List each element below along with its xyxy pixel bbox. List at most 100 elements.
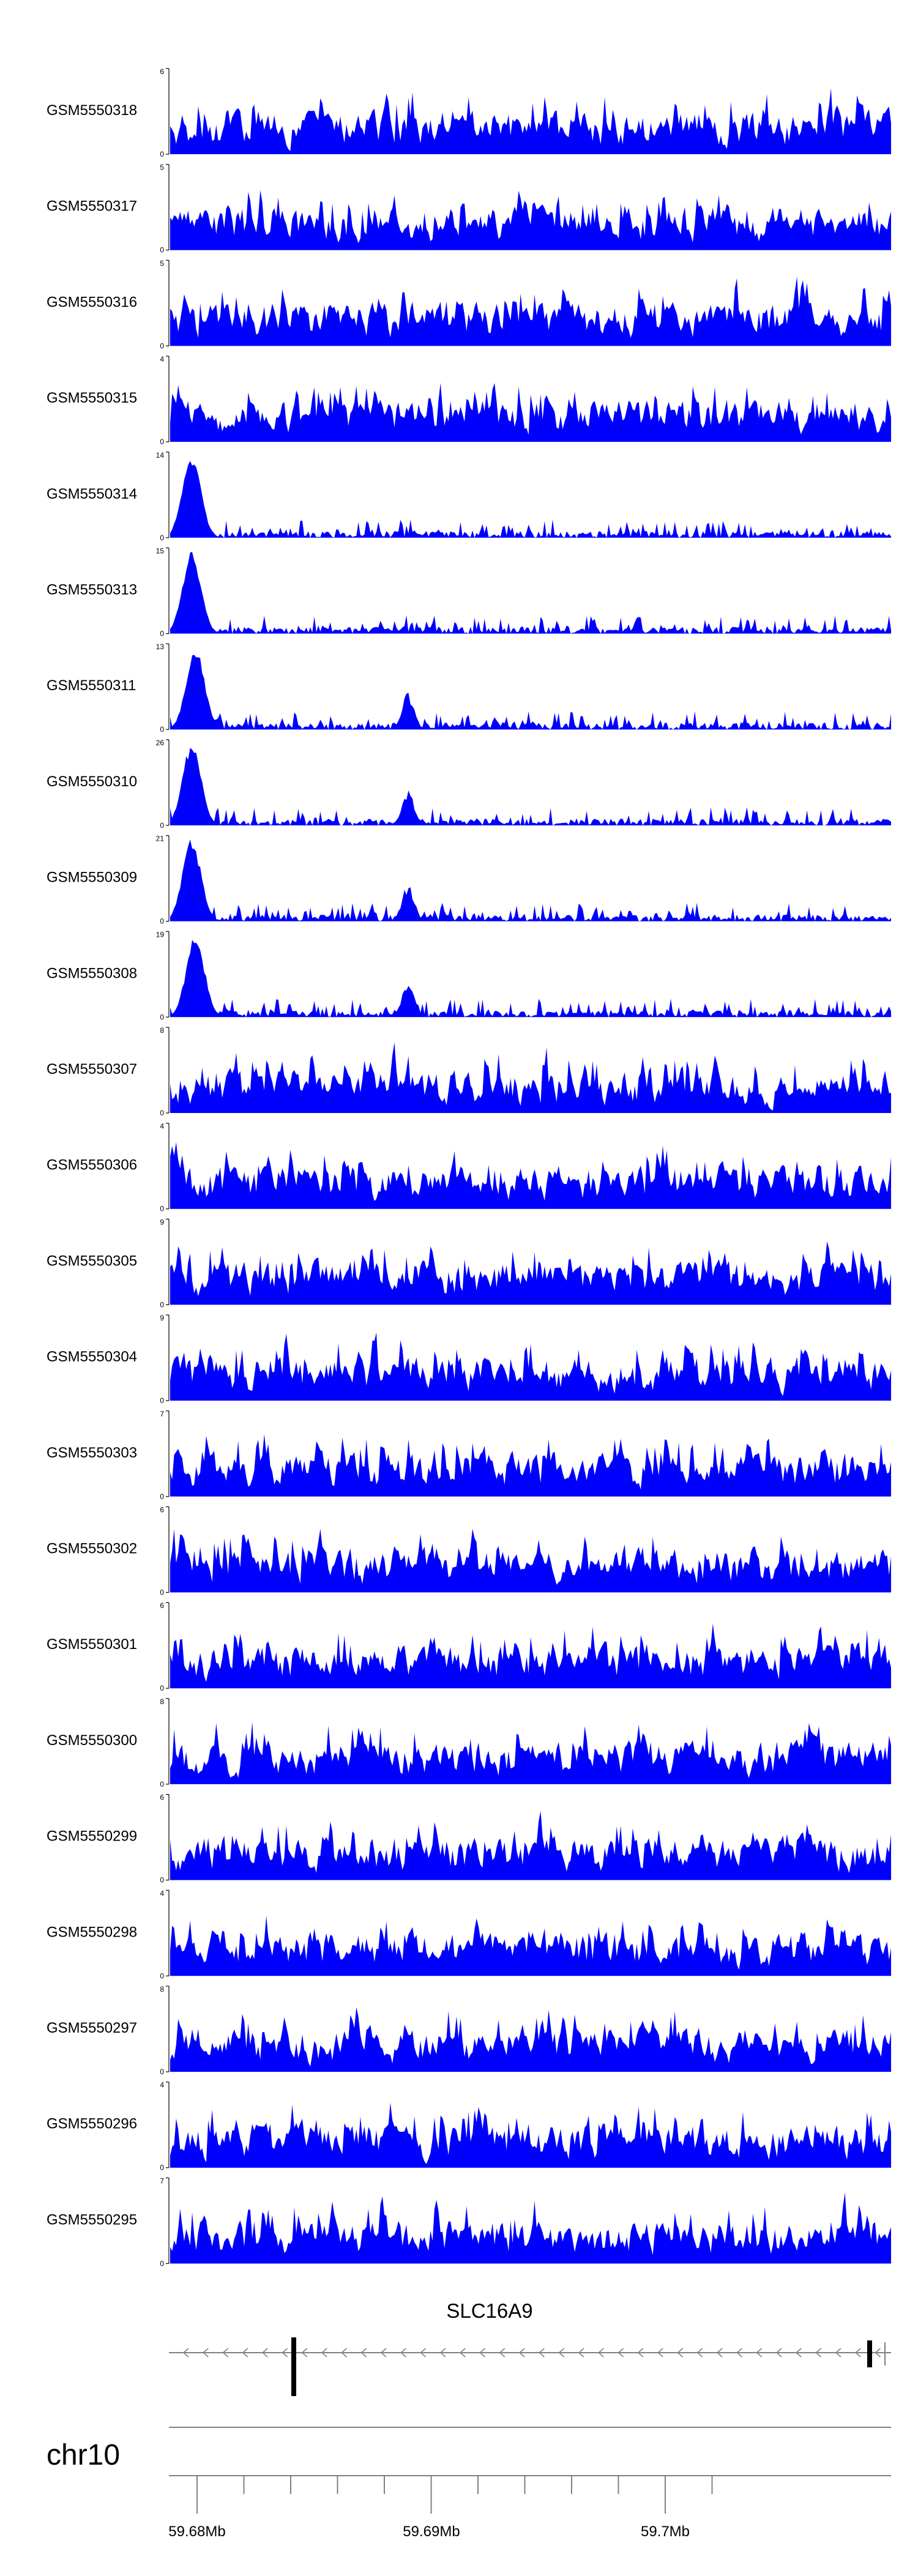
track-GSM5550303: GSM5550303 7 0 [47,1410,891,1501]
track-label: GSM5550301 [47,1636,137,1653]
strand-arrow [736,2348,742,2358]
coverage-area [170,88,891,154]
strand-arrow [400,2348,406,2358]
track-label: GSM5550306 [47,1157,137,1174]
coverage-area [170,748,891,825]
strand-arrow [618,2348,624,2358]
track-GSM5550311: GSM5550311 13 0 [47,642,891,734]
y-tick-max: 4 [160,1122,164,1131]
track-GSM5550316: GSM5550316 5 0 [47,259,891,350]
y-tick-max: 6 [160,67,164,76]
y-tick-max: 14 [156,451,165,460]
track-label: GSM5550303 [47,1445,137,1461]
coverage-area [170,2102,891,2168]
strand-arrow [775,2348,782,2358]
coverage-area [170,1722,891,1784]
y-tick-min: 0 [160,1300,164,1309]
y-tick-max: 26 [156,739,165,747]
strand-arrow [756,2348,763,2358]
track-label: GSM5550304 [47,1349,137,1365]
track-GSM5550309: GSM5550309 21 0 [47,835,891,926]
strand-arrow [439,2348,446,2358]
strand-arrow [637,2348,644,2358]
track-GSM5550308: GSM5550308 19 0 [47,930,891,1021]
strand-arrow [677,2348,684,2358]
strand-arrow [420,2348,427,2358]
strand-arrow [380,2348,387,2358]
x-tick-label-3: 59.7Mb [641,2523,690,2540]
y-tick-max: 8 [160,1985,164,1993]
track-label: GSM5550316 [47,294,137,310]
x-tick-label-2: 59.69Mb [403,2523,460,2540]
track-label: GSM5550307 [47,1061,137,1078]
track-label: GSM5550309 [47,869,137,886]
track-GSM5550318: GSM5550318 6 0 [47,67,891,158]
y-tick-max: 7 [160,2176,164,2185]
track-GSM5550297: GSM5550297 8 0 [47,1985,891,2076]
track-label: GSM5550308 [47,965,137,981]
y-tick-min: 0 [160,630,164,638]
y-tick-min: 0 [160,150,164,158]
y-tick-min: 0 [160,2068,164,2076]
strand-arrow [835,2348,842,2358]
track-GSM5550313: GSM5550313 15 0 [47,547,891,638]
track-GSM5550300: GSM5550300 8 0 [47,1697,891,1789]
strand-arrow [341,2348,347,2358]
track-GSM5550306: GSM5550306 4 0 [47,1122,891,1213]
coverage-area [170,2007,891,2072]
y-tick-max: 4 [160,1889,164,1897]
strand-arrow [301,2348,308,2358]
y-tick-min: 0 [160,2259,164,2268]
y-tick-min: 0 [160,1780,164,1789]
track-label: GSM5550315 [47,390,137,406]
y-tick-min: 0 [160,1013,164,1021]
coverage-area [170,277,891,346]
chromosome-axis: chr10 59.68Mb 59.69Mb 59.7Mb [47,2427,891,2540]
y-tick-min: 0 [160,1205,164,1213]
coverage-area [170,552,891,634]
y-tick-min: 0 [160,246,164,255]
strand-arrow [815,2348,822,2358]
y-tick-min: 0 [160,725,164,734]
y-tick-min: 0 [160,534,164,542]
track-GSM5550310: GSM5550310 26 0 [47,739,891,830]
track-GSM5550302: GSM5550302 6 0 [47,1506,891,1597]
track-label: GSM5550300 [47,1732,137,1749]
y-tick-min: 0 [160,1684,164,1692]
strand-arrow [578,2348,584,2358]
y-tick-max: 5 [160,163,164,172]
gene-track: SLC16A9 [169,2299,891,2396]
coverage-area [170,1241,891,1305]
y-tick-max: 6 [160,1601,164,1610]
strand-arrow [558,2348,565,2358]
y-tick-min: 0 [160,1492,164,1501]
y-tick-max: 8 [160,1697,164,1706]
coverage-area [170,382,891,442]
strand-arrow [598,2348,604,2358]
track-label: GSM5550297 [47,2020,137,2036]
exon-left [291,2337,296,2396]
coverage-area [170,2192,891,2264]
track-GSM5550317: GSM5550317 5 0 [47,163,891,255]
track-GSM5550301: GSM5550301 6 0 [47,1601,891,1692]
strand-arrow [479,2348,486,2358]
track-GSM5550298: GSM5550298 4 0 [47,1889,891,1980]
y-tick-min: 0 [160,1971,164,1980]
coverage-area [170,1528,891,1593]
track-GSM5550314: GSM5550314 14 0 [47,451,891,542]
y-tick-min: 0 [160,1876,164,1885]
y-tick-max: 15 [156,547,165,556]
strand-arrow [796,2348,802,2358]
strand-arrow [499,2348,506,2358]
y-tick-max: 21 [156,835,165,843]
y-tick-max: 4 [160,355,164,363]
strand-arrow [242,2348,248,2358]
y-tick-min: 0 [160,2164,164,2172]
coverage-area [170,1916,891,1976]
y-tick-max: 5 [160,259,164,267]
track-GSM5550304: GSM5550304 9 0 [47,1314,891,1405]
y-tick-min: 0 [160,1109,164,1117]
strand-arrow [696,2348,703,2358]
y-tick-max: 7 [160,1410,164,1418]
